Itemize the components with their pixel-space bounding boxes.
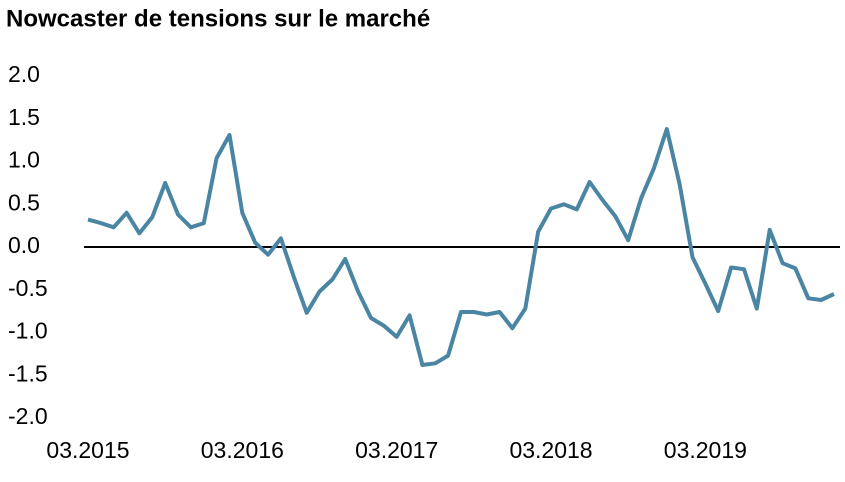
- y-tick-label: 1.5: [8, 104, 40, 130]
- chart-title: Nowcaster de tensions sur le marché: [6, 5, 430, 32]
- y-tick-label: 1.0: [8, 147, 40, 173]
- y-tick-label: 0.5: [8, 189, 40, 215]
- y-tick-label: -1.0: [8, 318, 48, 344]
- x-tick-label: 03.2018: [509, 437, 592, 463]
- y-tick-label: 0.0: [8, 232, 40, 258]
- y-tick-label: -0.5: [8, 275, 48, 301]
- line: [87, 127, 835, 367]
- x-tick-label: 03.2016: [201, 437, 284, 463]
- y-tick-label: 2.0: [8, 61, 40, 87]
- y-tick-label: -2.0: [8, 403, 48, 429]
- x-tick-label: 03.2017: [355, 437, 438, 463]
- y-tick-label: -1.5: [8, 360, 48, 386]
- x-tick-label: 03.2015: [46, 437, 129, 463]
- x-tick-label: 03.2019: [664, 437, 747, 463]
